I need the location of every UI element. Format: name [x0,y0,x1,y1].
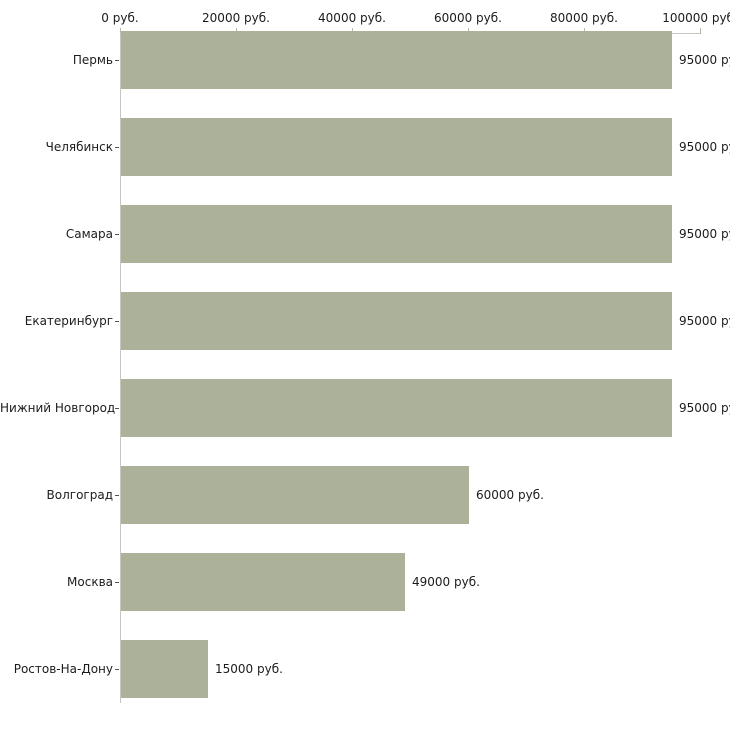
y-axis-tick [115,582,119,583]
y-axis-category-label: Ростов-На-Дону [13,662,113,676]
y-axis-tick [115,147,119,148]
y-axis-category-label: Нижний Новгород [0,401,116,415]
y-axis-tick [115,669,119,670]
bar-value-label: 95000 руб. [679,227,730,241]
bar [121,379,672,437]
bar-value-label: 15000 руб. [215,662,283,676]
y-axis-line [120,33,121,703]
bar-value-label: 95000 руб. [679,401,730,415]
x-axis-tick-label: 40000 руб. [318,11,386,25]
bar-value-label: 49000 руб. [412,575,480,589]
y-axis-tick [115,60,119,61]
x-axis-tick [120,28,121,34]
bar [121,640,208,698]
x-axis-tick-label: 20000 руб. [202,11,270,25]
x-axis-tick-label: 60000 руб. [434,11,502,25]
x-axis-tick [700,28,701,34]
y-axis-tick [115,321,119,322]
bar [121,466,469,524]
y-axis-category-label: Челябинск [45,140,113,154]
bar [121,292,672,350]
y-axis-tick [115,234,119,235]
x-axis-tick-label: 0 руб. [101,11,139,25]
bar [121,205,672,263]
y-axis-tick [115,408,119,409]
x-axis-tick-label: 80000 руб. [550,11,618,25]
bar [121,553,405,611]
y-axis-category-label: Москва [67,575,113,589]
bar-value-label: 95000 руб. [679,314,730,328]
y-axis-category-label: Екатеринбург [24,314,113,328]
bar-value-label: 60000 руб. [476,488,544,502]
y-axis-category-label: Пермь [72,53,113,67]
x-axis-tick-label: 100000 руб. [662,11,730,25]
bar-value-label: 95000 руб. [679,53,730,67]
bar-value-label: 95000 руб. [679,140,730,154]
bar [121,31,672,89]
bar [121,118,672,176]
y-axis-tick [115,495,119,496]
y-axis-category-label: Волгоград [46,488,113,502]
y-axis-category-label: Самара [65,227,113,241]
